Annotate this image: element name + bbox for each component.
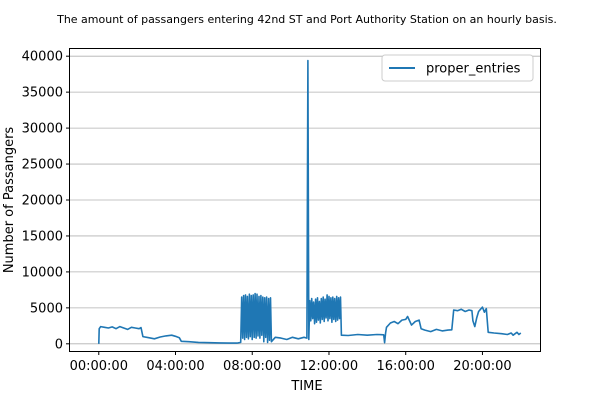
x-tick-label: 08:00:00 xyxy=(223,359,281,374)
legend-label: proper_entries xyxy=(426,62,521,77)
y-tick-label: 25000 xyxy=(22,158,63,173)
x-tick-label: 16:00:00 xyxy=(377,359,435,374)
y-tick-label: 15000 xyxy=(22,229,63,244)
y-tick-label: 0 xyxy=(55,337,63,352)
plot-frame xyxy=(69,48,541,352)
y-tick-label: 20000 xyxy=(22,194,63,209)
x-tick-label: 00:00:00 xyxy=(70,359,128,374)
x-tick-label: 04:00:00 xyxy=(146,359,204,374)
chart-title: The amount of passangers entering 42nd S… xyxy=(56,13,557,26)
series-layer xyxy=(98,59,522,344)
x-tick-label: 20:00:00 xyxy=(453,359,511,374)
y-tick-label: 10000 xyxy=(22,265,63,280)
legend: proper_entries xyxy=(381,54,534,82)
legend-box xyxy=(381,54,534,82)
grid-lines xyxy=(70,55,540,345)
y-tick-label: 5000 xyxy=(30,301,63,316)
y-tick-label: 30000 xyxy=(22,122,63,137)
y-tick-label: 40000 xyxy=(22,50,63,65)
x-tick-label: 12:00:00 xyxy=(300,359,358,374)
axis-ticks: 0 5000 10000 15000 20000 25000 30000 35000 40000… xyxy=(22,50,512,374)
series-line-proper-entries xyxy=(98,59,522,344)
y-axis-label: Number of Passangers xyxy=(2,127,17,274)
y-tick-label: 35000 xyxy=(22,86,63,101)
x-axis-label: TIME xyxy=(290,379,322,394)
